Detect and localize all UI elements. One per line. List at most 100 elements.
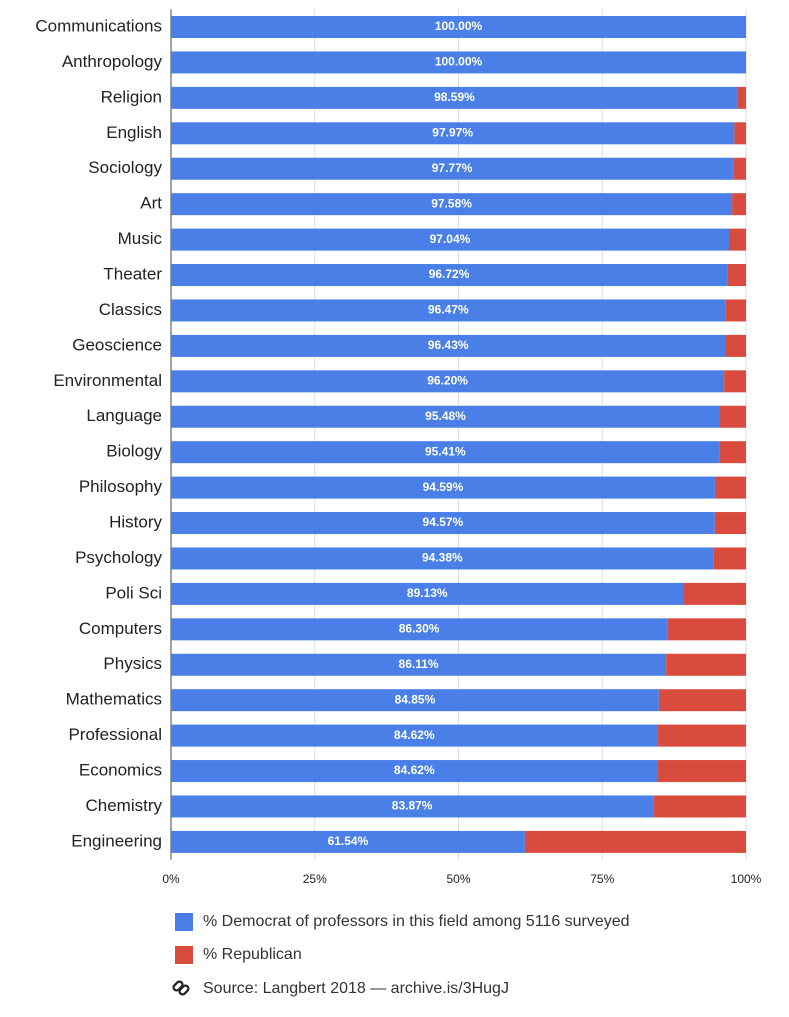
bar-segment <box>725 299 746 322</box>
y-tick-label: Anthropology <box>62 52 163 71</box>
data-label: 95.41% <box>425 444 466 458</box>
bar-segment <box>171 441 720 464</box>
y-tick-label: Religion <box>101 87 162 106</box>
data-label: 100.00% <box>435 19 483 33</box>
legend-label: % Republican <box>203 946 302 963</box>
bar-segment <box>171 264 728 287</box>
y-tick-label: Theater <box>103 265 162 284</box>
y-tick-label: Communications <box>35 16 162 35</box>
y-tick-label: Psychology <box>75 548 162 567</box>
bar-segment <box>734 122 746 145</box>
data-label: 96.43% <box>428 338 469 352</box>
y-tick-label: Computers <box>79 619 162 638</box>
bar-segment <box>171 547 714 570</box>
bar-segment <box>728 228 746 251</box>
bar-segment <box>171 228 729 251</box>
bar-segment <box>171 724 658 747</box>
bar-segment <box>724 370 746 393</box>
y-tick-label: Environmental <box>53 371 162 390</box>
bar-segment <box>666 653 746 676</box>
legend-label: % Democrat of professors in this field a… <box>203 913 630 930</box>
data-label: 89.13% <box>407 586 448 600</box>
y-tick-label: Philosophy <box>79 477 163 496</box>
y-tick-label: Geoscience <box>72 335 162 354</box>
y-tick-label: Classics <box>99 300 162 319</box>
bar-segment <box>171 653 667 676</box>
data-label: 97.58% <box>431 196 472 210</box>
data-label: 94.59% <box>423 480 464 494</box>
bar-segment <box>171 193 733 216</box>
x-tick-label: 50% <box>446 872 470 886</box>
data-label: 86.11% <box>399 657 439 671</box>
y-tick-label: Language <box>86 406 162 425</box>
bar-segment <box>725 334 746 357</box>
bar-segment <box>658 689 746 712</box>
bar-segment <box>714 512 746 535</box>
bar-segment <box>171 405 721 428</box>
data-label: 96.47% <box>428 303 469 317</box>
bar-segment <box>171 582 684 605</box>
y-tick-label: Music <box>118 229 163 248</box>
source: Source: Langbert 2018 — archive.is/3HugJ <box>203 980 509 997</box>
y-tick-label: English <box>106 123 162 142</box>
bar-segment <box>171 476 715 499</box>
bar-segment <box>713 547 746 570</box>
bar-segment <box>171 299 726 322</box>
bar-segment <box>657 724 746 747</box>
data-label: 86.30% <box>399 621 440 635</box>
data-label: 96.72% <box>429 267 470 281</box>
bar-segment <box>727 264 746 287</box>
data-label: 95.48% <box>425 409 466 423</box>
bar-segment <box>653 795 746 818</box>
x-tick-label: 0% <box>162 872 180 886</box>
bar-segment <box>733 157 746 180</box>
y-tick-label: Professional <box>68 725 162 744</box>
bar-segment <box>171 795 654 818</box>
data-label: 83.87% <box>392 799 433 813</box>
bar-segment <box>719 441 746 464</box>
y-tick-label: Mathematics <box>66 690 162 709</box>
bar-segment <box>683 582 746 605</box>
bar-segment <box>171 157 734 180</box>
y-tick-label: History <box>109 513 162 532</box>
data-label: 61.54% <box>328 834 369 848</box>
bar-segment <box>171 760 658 783</box>
bar-segment <box>171 16 746 39</box>
source-icon <box>172 980 190 996</box>
data-label: 98.59% <box>434 90 475 104</box>
data-label: 94.38% <box>422 551 463 565</box>
bar-segment <box>171 618 668 641</box>
bar-segment <box>171 689 659 712</box>
y-tick-label: Sociology <box>88 158 162 177</box>
x-tick-label: 25% <box>303 872 327 886</box>
bar-segment <box>737 86 746 109</box>
y-tick-label: Biology <box>106 442 162 461</box>
bar-segment <box>171 51 746 74</box>
legend-swatch <box>175 913 193 931</box>
bar-segment <box>524 830 746 853</box>
y-tick-label: Engineering <box>71 831 162 850</box>
data-label: 100.00% <box>435 55 483 69</box>
bar-segment <box>171 512 715 535</box>
y-tick-label: Art <box>140 194 162 213</box>
data-label: 94.57% <box>423 515 464 529</box>
x-tick-label: 100% <box>731 872 762 886</box>
bar-segment <box>171 122 735 145</box>
data-label: 84.62% <box>394 763 435 777</box>
y-tick-label: Poli Sci <box>105 583 162 602</box>
bar-segment <box>732 193 746 216</box>
legend-swatch <box>175 946 193 964</box>
data-label: 84.62% <box>394 728 435 742</box>
bar-segment <box>720 405 746 428</box>
bar-segment <box>171 86 738 109</box>
bar-segment <box>667 618 746 641</box>
y-tick-label: Physics <box>103 654 162 673</box>
data-label: 97.97% <box>432 125 473 139</box>
x-tick-label: 75% <box>590 872 614 886</box>
y-tick-label: Economics <box>79 761 162 780</box>
data-label: 84.85% <box>395 692 436 706</box>
bar-segment <box>171 334 726 357</box>
bar-segment <box>714 476 746 499</box>
